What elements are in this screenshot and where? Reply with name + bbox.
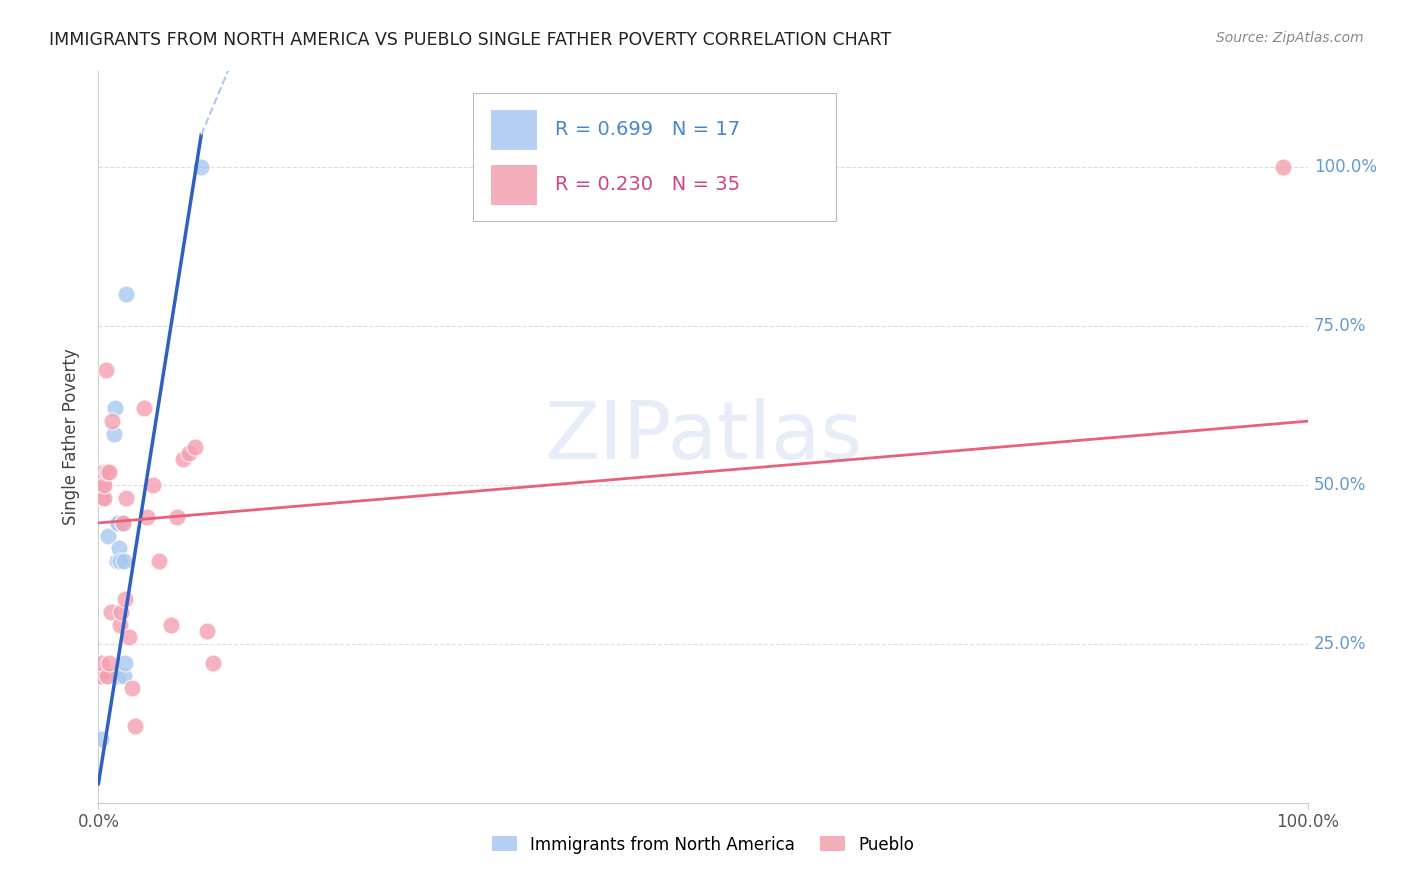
Point [172, 452, 194, 467]
Point [93, 477, 115, 491]
Text: IMMIGRANTS FROM NORTH AMERICA VS PUEBLO SINGLE FATHER POVERTY CORRELATION CHART: IMMIGRANTS FROM NORTH AMERICA VS PUEBLO … [49, 31, 891, 49]
FancyBboxPatch shape [474, 94, 837, 221]
Point [97, 529, 120, 543]
Point [142, 477, 165, 491]
Point [89, 668, 111, 682]
Point [111, 516, 134, 530]
Point [96, 668, 118, 682]
Point [195, 624, 218, 638]
Bar [492, 110, 537, 150]
Point [114, 287, 136, 301]
Point [112, 554, 135, 568]
Point [97, 465, 120, 479]
Point [179, 446, 201, 460]
Point [115, 491, 138, 505]
Bar [492, 165, 537, 205]
Point [94, 363, 117, 377]
Point [114, 656, 136, 670]
Text: Source: ZipAtlas.com: Source: ZipAtlas.com [1216, 31, 1364, 45]
Text: 100.0%: 100.0% [1313, 158, 1376, 176]
Point [190, 160, 212, 174]
Point [91, 491, 114, 505]
Point [108, 554, 131, 568]
Point [91, 477, 114, 491]
Point [103, 426, 125, 441]
Point [100, 414, 122, 428]
Text: ZIPatlas: ZIPatlas [544, 398, 862, 476]
Text: R = 0.699   N = 17: R = 0.699 N = 17 [555, 120, 741, 139]
Point [90, 668, 112, 682]
Point [160, 617, 183, 632]
Point [100, 605, 122, 619]
Point [112, 668, 135, 682]
Point [121, 681, 143, 696]
Point [107, 668, 129, 682]
Point [107, 516, 129, 530]
Y-axis label: Single Father Poverty: Single Father Poverty [62, 349, 80, 525]
Point [110, 605, 132, 619]
Point [105, 554, 128, 568]
Point [105, 516, 128, 530]
Point [148, 554, 170, 568]
Point [111, 516, 134, 530]
Point [134, 401, 156, 416]
Legend: Immigrants from North America, Pueblo: Immigrants from North America, Pueblo [485, 829, 921, 860]
Point [118, 631, 141, 645]
Point [114, 592, 136, 607]
Point [108, 541, 131, 556]
Point [104, 401, 127, 416]
Point [93, 491, 115, 505]
Point [124, 719, 146, 733]
Point [98, 656, 121, 670]
Point [96, 465, 118, 479]
Text: 25.0%: 25.0% [1313, 635, 1367, 653]
Point [1272, 160, 1295, 174]
Point [108, 617, 131, 632]
Point [166, 509, 188, 524]
Point [135, 509, 157, 524]
Point [90, 656, 112, 670]
Point [184, 440, 207, 454]
Text: R = 0.230   N = 35: R = 0.230 N = 35 [555, 175, 741, 194]
Point [98, 668, 121, 682]
Text: 75.0%: 75.0% [1313, 317, 1367, 334]
Text: 50.0%: 50.0% [1313, 475, 1367, 494]
Point [91, 465, 114, 479]
Point [202, 656, 225, 670]
Point [90, 732, 112, 747]
